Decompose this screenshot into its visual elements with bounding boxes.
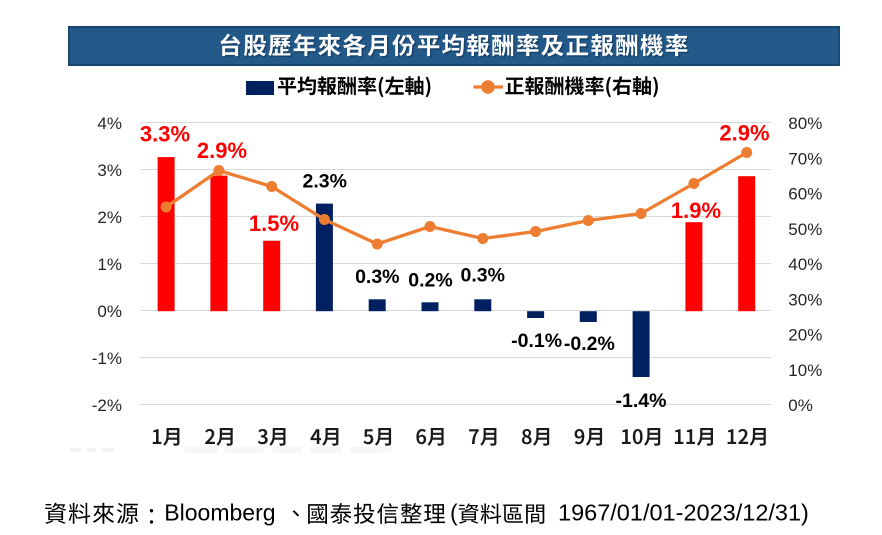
svg-text:10%: 10% — [788, 361, 822, 380]
svg-text:3%: 3% — [97, 161, 122, 180]
svg-text:50%: 50% — [788, 220, 822, 239]
svg-text:70%: 70% — [788, 149, 822, 168]
svg-text:(: ( — [450, 500, 458, 526]
svg-text:4%: 4% — [97, 114, 122, 133]
svg-text:1%: 1% — [97, 255, 122, 274]
svg-text:-0.2%: -0.2% — [564, 333, 615, 355]
svg-text:0.3%: 0.3% — [355, 266, 399, 288]
svg-text:2.3%: 2.3% — [302, 171, 346, 193]
svg-text:3.3%: 3.3% — [140, 122, 190, 147]
svg-text:-1%: -1% — [92, 349, 122, 368]
svg-text:2.9%: 2.9% — [197, 138, 247, 163]
svg-text:2%: 2% — [97, 208, 122, 227]
svg-text:-1.4%: -1.4% — [616, 390, 667, 412]
svg-text:30%: 30% — [788, 290, 822, 309]
svg-text:Bloomberg: Bloomberg — [164, 500, 275, 526]
svg-text:0.3%: 0.3% — [460, 265, 504, 287]
svg-text:20%: 20% — [788, 326, 822, 345]
svg-text:2.9%: 2.9% — [719, 121, 769, 146]
svg-text:1967/01/01-2023/12/31): 1967/01/01-2023/12/31) — [558, 500, 809, 526]
svg-text:0%: 0% — [97, 302, 122, 321]
svg-text:60%: 60% — [788, 185, 822, 204]
svg-text:-0.1%: -0.1% — [511, 330, 562, 352]
svg-text:1.5%: 1.5% — [249, 211, 299, 236]
svg-text:40%: 40% — [788, 255, 822, 274]
svg-text:1.9%: 1.9% — [671, 198, 721, 223]
svg-text:0.2%: 0.2% — [408, 270, 452, 292]
svg-text:0%: 0% — [788, 396, 813, 415]
svg-text:-2%: -2% — [92, 396, 122, 415]
svg-text:80%: 80% — [788, 114, 822, 133]
